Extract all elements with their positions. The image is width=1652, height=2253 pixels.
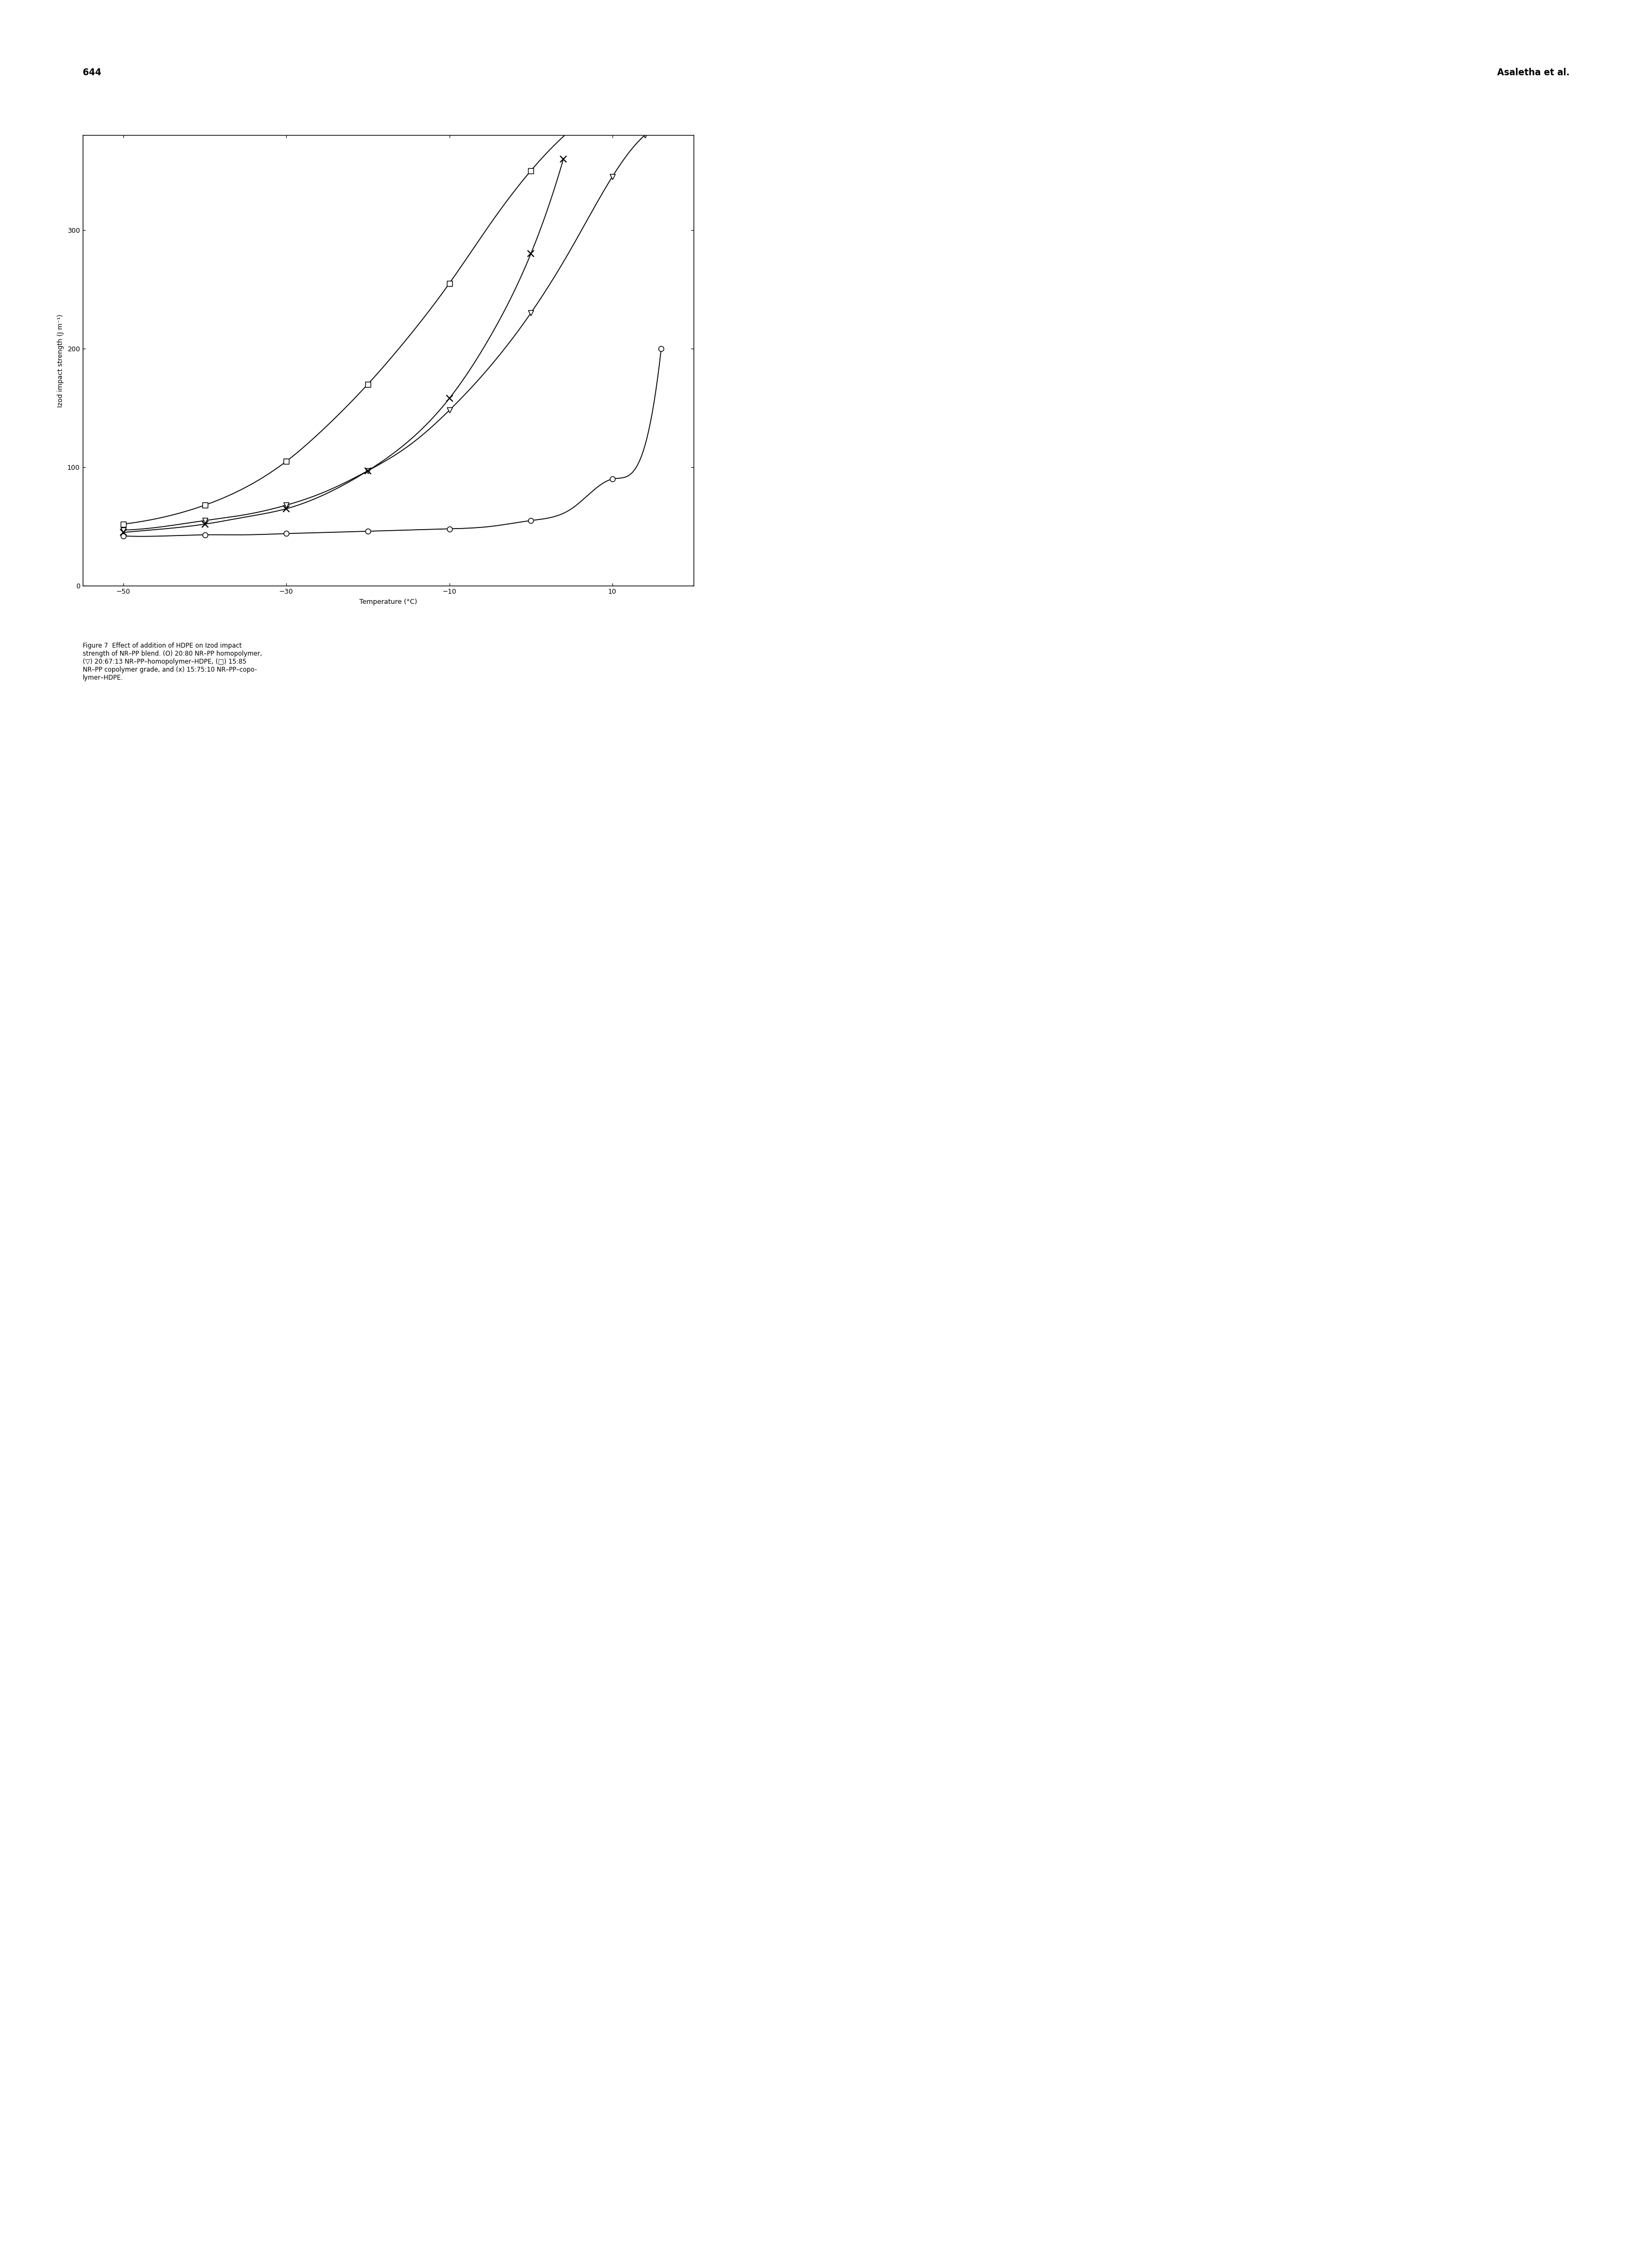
Text: 644: 644 — [83, 68, 101, 77]
Y-axis label: Izod impact strength (J m⁻¹): Izod impact strength (J m⁻¹) — [58, 313, 64, 408]
Text: Figure 7  Effect of addition of HDPE on Izod impact
strength of NR–PP blend. (O): Figure 7 Effect of addition of HDPE on I… — [83, 642, 263, 680]
X-axis label: Temperature (°C): Temperature (°C) — [360, 599, 416, 606]
Text: Asaletha et al.: Asaletha et al. — [1497, 68, 1569, 77]
